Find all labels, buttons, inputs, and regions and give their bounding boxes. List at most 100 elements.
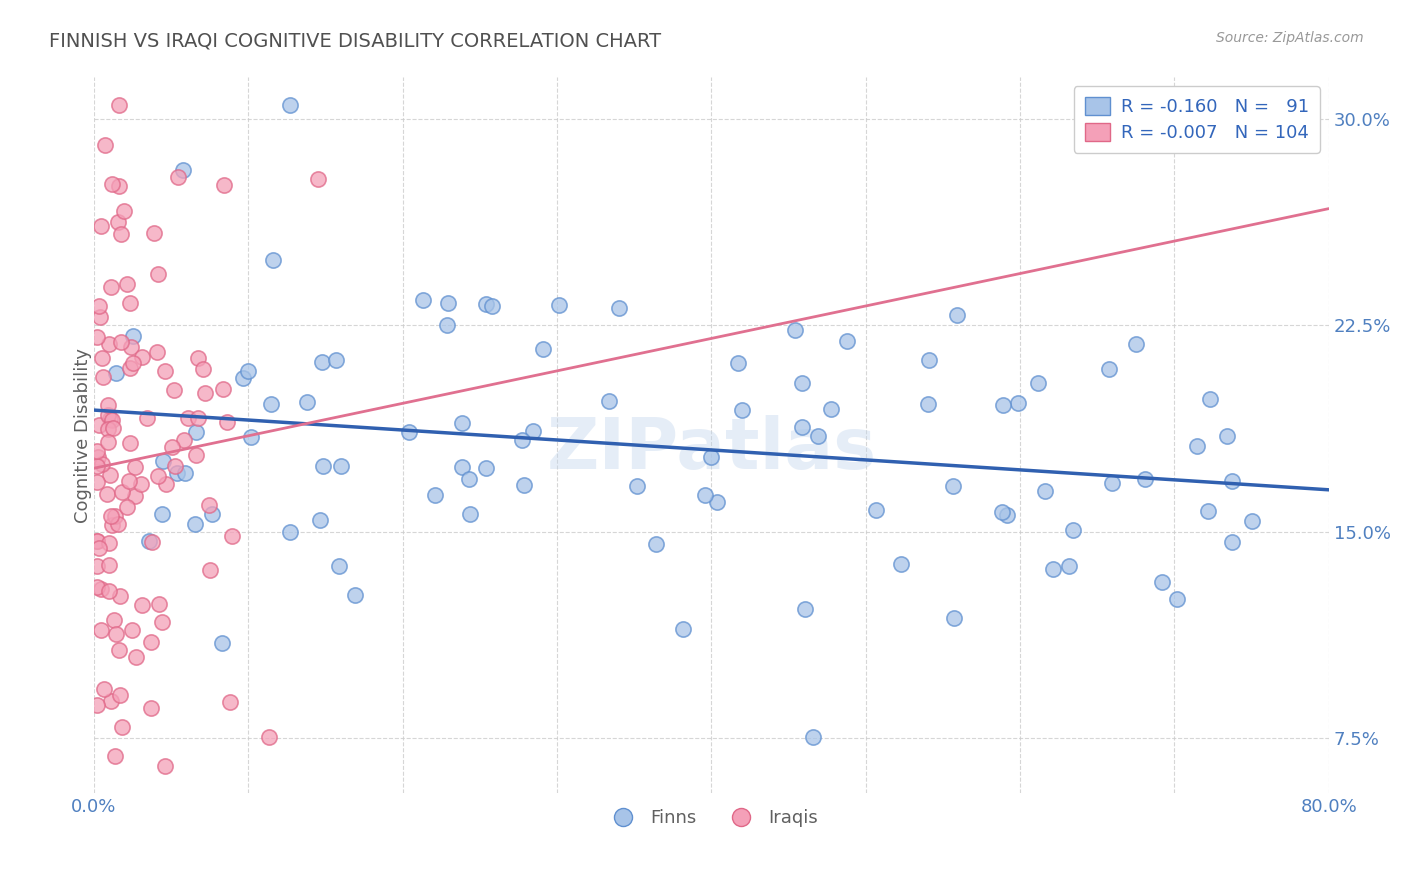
Point [458,472,481,486]
Point [706,495,728,509]
Point [436,318,458,333]
Point [108,643,131,657]
Point [121,623,143,637]
Point [186,448,208,462]
Point [89,310,111,324]
Point [212,178,235,193]
Point [671,622,693,636]
Point [450,460,472,475]
Point [1007,396,1029,410]
Point [1240,514,1263,528]
Text: ZIPatlas: ZIPatlas [547,415,876,484]
Point [166,466,188,480]
Point [531,342,554,356]
Point [96,487,118,501]
Point [211,636,233,650]
Point [86,475,108,489]
Point [173,466,195,480]
Point [138,534,160,549]
Point [89,418,111,433]
Point [111,720,134,734]
Point [87,450,110,465]
Point [262,253,284,268]
Point [794,601,817,615]
Point [107,516,129,531]
Point [1042,561,1064,575]
Point [97,422,120,436]
Point [98,412,121,426]
Point [1197,504,1219,518]
Point [86,459,108,474]
Point [97,558,120,573]
Point [155,363,177,377]
Point [187,411,209,425]
Point [1135,472,1157,486]
Y-axis label: Cognitive Disability: Cognitive Disability [75,348,91,523]
Point [513,478,536,492]
Point [146,345,169,359]
Point [124,459,146,474]
Point [108,589,131,603]
Point [124,489,146,503]
Point [100,177,122,191]
Point [117,277,139,291]
Text: Source: ZipAtlas.com: Source: ZipAtlas.com [1216,31,1364,45]
Point [110,334,132,349]
Point [86,444,108,458]
Point [115,500,138,515]
Point [86,581,108,595]
Point [120,295,142,310]
Point [90,219,112,234]
Point [475,297,498,311]
Point [198,498,221,512]
Point [141,535,163,549]
Point [1057,558,1080,573]
Point [131,350,153,364]
Point [98,535,121,549]
Point [187,351,209,365]
Point [1220,474,1243,488]
Point [212,382,235,396]
Point [97,434,120,449]
Point [308,513,330,527]
Point [91,351,114,366]
Point [232,370,254,384]
Point [122,329,145,343]
Point [87,541,110,555]
Point [141,635,163,649]
Point [598,393,620,408]
Point [118,361,141,376]
Point [93,681,115,696]
Point [172,162,194,177]
Point [122,356,145,370]
Point [512,434,534,448]
Point [522,424,544,438]
Point [173,433,195,447]
Point [451,417,474,431]
Point [148,267,170,281]
Point [626,479,648,493]
Point [1216,428,1239,442]
Point [90,582,112,596]
Point [166,170,188,185]
Point [117,474,139,488]
Point [150,507,173,521]
Point [918,353,941,368]
Point [312,458,335,473]
Point [307,172,329,186]
Point [136,411,159,425]
Point [475,461,498,475]
Point [150,615,173,630]
Point [153,759,176,773]
Point [1033,483,1056,498]
Point [105,627,128,641]
Point [278,98,301,112]
Point [152,454,174,468]
Point [1026,376,1049,390]
Point [215,415,238,429]
Point [108,179,131,194]
Point [917,397,939,411]
Point [108,98,131,112]
Point [727,356,749,370]
Point [98,337,121,351]
